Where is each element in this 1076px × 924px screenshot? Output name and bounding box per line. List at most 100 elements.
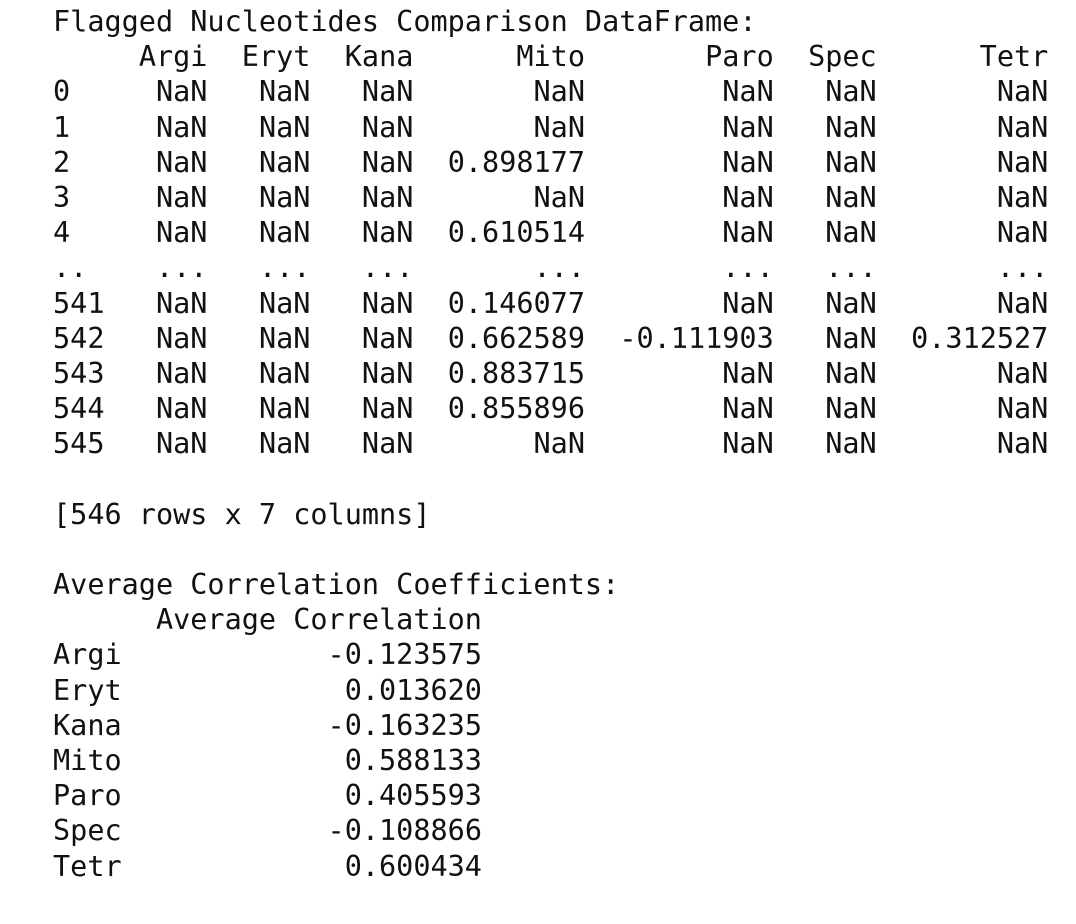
row-index: 541 [53, 286, 105, 320]
table-cell: NaN [722, 427, 774, 461]
table-cell: NaN [825, 145, 877, 179]
table-cell: NaN [533, 110, 585, 144]
dataframe-title: Flagged Nucleotides Comparison DataFrame… [53, 5, 757, 38]
table-cell: NaN [722, 392, 774, 426]
table-cell: -0.108866 [327, 814, 482, 848]
table-cell: 0.855896 [447, 392, 585, 426]
table-cell: NaN [722, 356, 774, 390]
table-row: Argi -0.123575 [53, 637, 1048, 672]
table-cell: 0.312527 [911, 321, 1049, 355]
table-cell: NaN [155, 145, 208, 179]
table-cell: ... [533, 251, 585, 285]
average-title: Average Correlation Coefficients: [53, 568, 620, 601]
row-index: 1 [53, 110, 105, 144]
table-row: 544 NaN NaN NaN 0.855896 NaN NaN NaN [53, 391, 1048, 426]
table-row: Spec -0.108866 [53, 813, 1048, 848]
table-cell: NaN [258, 286, 311, 320]
row-index: Tetr [53, 849, 122, 883]
row-index: Paro [53, 779, 122, 813]
table-cell: NaN [825, 392, 877, 426]
row-index: 543 [53, 356, 105, 390]
table-cell: NaN [361, 110, 414, 144]
table-cell: NaN [361, 75, 414, 109]
row-index: 3 [53, 180, 105, 214]
blank-line [53, 532, 1048, 567]
table-cell: NaN [155, 75, 208, 109]
table-cell: NaN [825, 75, 877, 109]
table-row: 0 NaN NaN NaN NaN NaN NaN NaN [53, 74, 1048, 109]
row-index: Eryt [53, 673, 122, 707]
table-cell: NaN [825, 110, 877, 144]
table-cell: NaN [996, 392, 1049, 426]
row-index: Kana [53, 708, 122, 742]
table-cell: NaN [533, 180, 585, 214]
table-cell: 0.588133 [344, 743, 482, 777]
table-cell: NaN [722, 216, 774, 250]
table-cell: NaN [155, 427, 208, 461]
table-cell: NaN [722, 286, 774, 320]
row-index: 542 [53, 321, 105, 355]
table-cell: NaN [722, 110, 774, 144]
table-cell: NaN [361, 427, 414, 461]
table-row: .. ... ... ... ... ... ... ... [53, 250, 1048, 285]
table-cell: 0.013620 [344, 673, 482, 707]
table-cell: NaN [361, 356, 414, 390]
table-row: Tetr 0.600434 [53, 849, 1048, 884]
table-row: 543 NaN NaN NaN 0.883715 NaN NaN NaN [53, 356, 1048, 391]
table-cell: 0.883715 [447, 356, 585, 390]
table-cell: NaN [996, 75, 1049, 109]
table-cell: NaN [361, 286, 414, 320]
column-header: Eryt [241, 40, 311, 74]
table-cell: -0.163235 [327, 708, 482, 742]
table-cell: -0.123575 [327, 638, 482, 672]
table-cell: NaN [996, 286, 1049, 320]
table-row: Paro 0.405593 [53, 778, 1048, 813]
table-cell: 0.610514 [447, 216, 585, 250]
table-row: 545 NaN NaN NaN NaN NaN NaN NaN [53, 426, 1048, 461]
row-index: 2 [53, 145, 105, 179]
table-cell: NaN [155, 321, 208, 355]
table-row: 2 NaN NaN NaN 0.898177 NaN NaN NaN [53, 145, 1048, 180]
table-cell: NaN [258, 180, 311, 214]
table-cell: NaN [155, 286, 208, 320]
column-header: Argi [138, 40, 208, 74]
table-cell: ... [996, 251, 1049, 285]
table-cell: ... [361, 251, 414, 285]
table-cell: ... [722, 251, 774, 285]
table-cell: NaN [996, 180, 1049, 214]
row-index: Spec [53, 814, 122, 848]
table-cell: NaN [258, 356, 311, 390]
dataframe-shape: [546 rows x 7 columns] [53, 497, 431, 531]
console-output: Flagged Nucleotides Comparison DataFrame… [53, 4, 1048, 884]
table-cell: NaN [258, 145, 311, 179]
table-cell: NaN [533, 427, 585, 461]
row-index: .. [53, 251, 105, 285]
dataframe-header-row: Argi Eryt Kana Mito Paro Spec Tetr [53, 39, 1048, 74]
table-cell: NaN [155, 180, 208, 214]
table-row: Eryt 0.013620 [53, 673, 1048, 708]
table-cell: ... [155, 251, 208, 285]
column-header: Mito [516, 40, 585, 74]
table-cell: NaN [361, 392, 414, 426]
table-cell: 0.405593 [344, 779, 482, 813]
table-cell: ... [258, 251, 311, 285]
table-cell: 0.898177 [447, 145, 585, 179]
row-index: 544 [53, 392, 105, 426]
table-cell: NaN [258, 392, 311, 426]
table-row: 3 NaN NaN NaN NaN NaN NaN NaN [53, 180, 1048, 215]
table-cell: NaN [258, 75, 311, 109]
table-row: 4 NaN NaN NaN 0.610514 NaN NaN NaN [53, 215, 1048, 250]
table-cell: NaN [825, 216, 877, 250]
table-row: 541 NaN NaN NaN 0.146077 NaN NaN NaN [53, 286, 1048, 321]
table-cell: NaN [258, 427, 311, 461]
row-index: Argi [53, 638, 122, 672]
table-cell: NaN [996, 216, 1049, 250]
table-row: 1 NaN NaN NaN NaN NaN NaN NaN [53, 110, 1048, 145]
table-cell: NaN [825, 321, 877, 355]
table-cell: NaN [825, 356, 877, 390]
average-header-row: Average Correlation [53, 602, 1048, 637]
table-row: 542 NaN NaN NaN 0.662589 -0.111903 NaN 0… [53, 321, 1048, 356]
table-cell: ... [825, 251, 877, 285]
table-cell: NaN [258, 321, 311, 355]
table-cell: NaN [361, 180, 414, 214]
